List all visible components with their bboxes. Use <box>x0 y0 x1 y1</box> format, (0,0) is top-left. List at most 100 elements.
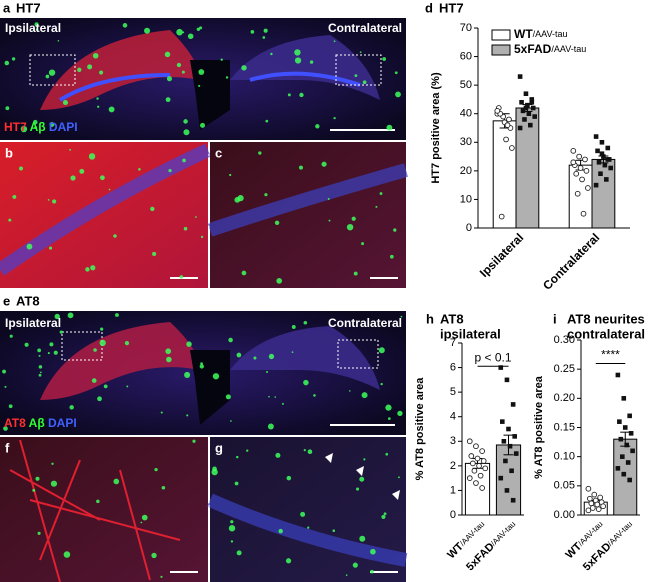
plaque <box>11 57 16 61</box>
data-point <box>522 117 527 122</box>
y-tick-label: 0.25 <box>554 363 575 375</box>
data-point <box>525 102 530 108</box>
plaque <box>275 452 281 458</box>
y-tick-label: 2 <box>450 460 456 472</box>
plaque <box>211 468 218 476</box>
plaque <box>386 124 393 131</box>
data-point <box>520 108 526 114</box>
plaque <box>186 414 189 417</box>
plaque <box>12 194 17 199</box>
annotation: **** <box>601 348 620 362</box>
plaque <box>285 558 292 564</box>
plaque <box>97 396 102 402</box>
plaque <box>276 278 283 284</box>
legend-entry: 5xFAD/AAV-tau <box>514 42 586 56</box>
data-point <box>468 453 475 459</box>
panel-label: a <box>3 0 11 15</box>
plaque <box>278 528 283 534</box>
x-tick-label: Contralateral <box>540 230 602 292</box>
data-point <box>517 74 523 79</box>
bar <box>492 120 517 229</box>
data-point <box>519 99 524 105</box>
plaque <box>236 550 242 556</box>
plaque <box>362 80 367 85</box>
plaque <box>266 370 269 374</box>
plaque <box>303 448 306 452</box>
plaque <box>327 198 330 201</box>
plaque <box>228 525 236 532</box>
plaque <box>150 206 155 212</box>
plaque <box>274 396 277 398</box>
plaque <box>220 58 223 61</box>
y-tick-label: 70 <box>460 22 472 34</box>
plaque <box>359 476 365 482</box>
plaque <box>267 423 274 430</box>
data-point <box>474 455 481 462</box>
plaque <box>300 511 306 517</box>
data-point <box>625 460 631 465</box>
plaque <box>286 475 292 481</box>
stain-legend: AT8 Aβ DAPI <box>4 416 77 430</box>
data-point <box>517 125 523 131</box>
plaque <box>387 417 391 421</box>
plaque <box>230 420 232 422</box>
plaque <box>225 76 229 79</box>
y-tick-label: 3 <box>450 435 456 447</box>
plaque <box>253 356 257 360</box>
plaque <box>378 347 385 354</box>
annotation: p < 0.1 <box>474 350 511 364</box>
data-point <box>587 495 593 502</box>
data-point <box>622 425 628 430</box>
y-tick-label: 30 <box>460 136 472 148</box>
data-point <box>506 116 512 123</box>
plaque <box>294 57 302 64</box>
plaque <box>32 488 36 492</box>
stain: Aβ <box>30 120 46 134</box>
plaque <box>299 92 304 98</box>
plaque <box>287 93 291 97</box>
chart-title: HT7 <box>439 0 464 15</box>
plaque <box>181 70 185 74</box>
cell-layer <box>249 71 361 87</box>
plaque <box>230 520 234 524</box>
stain: Aβ <box>29 416 45 430</box>
plaque <box>63 551 71 558</box>
cell-layer <box>207 163 408 237</box>
data-point <box>477 472 484 479</box>
plaque <box>309 60 314 64</box>
plaque <box>263 28 268 33</box>
microscopy <box>0 18 408 582</box>
data-point <box>593 182 599 188</box>
plaque <box>183 129 190 136</box>
plaque <box>161 485 166 490</box>
plaque <box>212 373 220 380</box>
data-point <box>500 419 505 424</box>
plaque <box>168 168 172 173</box>
plaque <box>92 52 99 59</box>
cell-layer <box>207 493 408 567</box>
plaque <box>192 439 196 443</box>
data-point <box>528 122 533 128</box>
plaque <box>122 23 128 28</box>
panel-label: f <box>5 440 10 455</box>
plaque <box>79 168 85 174</box>
data-point <box>529 99 535 105</box>
plaque <box>34 22 39 27</box>
plaque <box>96 97 99 100</box>
data-point <box>532 114 537 119</box>
hippocampus <box>230 326 380 390</box>
plaque <box>294 49 301 56</box>
data-point <box>523 105 529 111</box>
data-point <box>577 165 584 171</box>
region-label: Ipsilateral <box>5 21 61 35</box>
y-axis-label: % AT8 positive area <box>414 377 426 481</box>
plaque <box>99 70 104 75</box>
plaque <box>345 574 348 576</box>
data-point <box>583 168 590 174</box>
data-point <box>504 377 510 383</box>
plaque <box>100 175 105 181</box>
data-point <box>617 419 622 424</box>
data-point <box>509 468 514 474</box>
data-point <box>526 111 532 117</box>
